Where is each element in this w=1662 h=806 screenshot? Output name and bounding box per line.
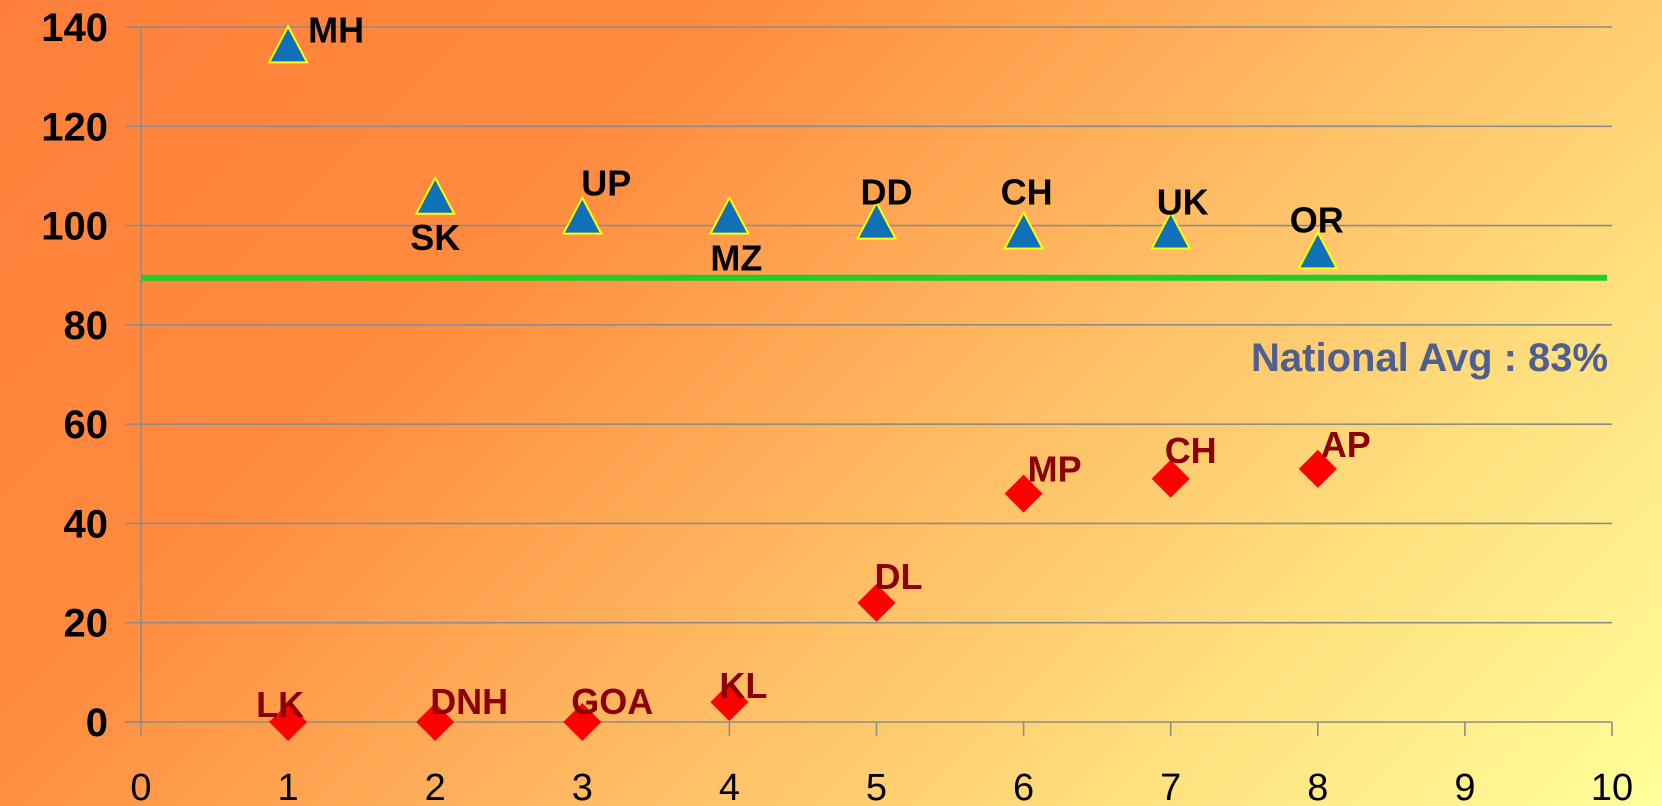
data-label-dnh-low: DNH [430, 681, 508, 722]
diamond-marker-dl [857, 583, 896, 622]
data-label-or-high: OR [1290, 199, 1344, 240]
triangle-marker-mz [708, 195, 751, 235]
y-tick-label-100: 100 [41, 205, 108, 249]
data-label-kl-low: KL [719, 665, 767, 706]
x-tick-label-6: 6 [1013, 767, 1034, 806]
diamond-marker-dnh [416, 703, 455, 741]
x-tick-label-4: 4 [719, 767, 740, 806]
data-label-dl-low: DL [875, 556, 923, 597]
y-tick-label-20: 20 [64, 602, 109, 646]
data-label-mh-high: MH [308, 9, 364, 50]
triangle-marker-sk [414, 175, 456, 215]
y-tick-label-40: 40 [64, 502, 109, 546]
data-points [267, 24, 1339, 741]
data-label-sk-high: SK [410, 217, 460, 258]
triangle-marker-up [561, 195, 603, 235]
x-tick-labels: 0 1 2 3 4 5 6 7 8 9 10 [130, 767, 1633, 806]
y-tick-label-60: 60 [64, 403, 109, 447]
y-tick-labels: 0 20 40 60 80 100 120 140 [41, 6, 108, 745]
x-tick-label-10: 10 [1591, 767, 1633, 806]
axes [125, 26, 1613, 736]
x-tick-label-9: 9 [1454, 767, 1475, 806]
diamond-marker-ch [1151, 459, 1190, 498]
x-tick-label-8: 8 [1307, 767, 1328, 806]
x-tick-label-5: 5 [866, 767, 887, 806]
data-label-mz-high: MZ [710, 238, 762, 279]
triangle-marker-dd [855, 200, 898, 240]
data-label-up-high: UP [581, 163, 631, 204]
data-label-dd-high: DD [861, 172, 913, 213]
diamond-marker-mp [1004, 474, 1043, 513]
gridlines [141, 26, 1612, 624]
data-label-ch-low: CH [1165, 430, 1217, 471]
diamond-marker-lk [269, 703, 308, 741]
national-average-label: National Avg : 83% [1251, 336, 1608, 380]
triangle-marker-ch [1002, 210, 1045, 250]
triangle-marker-uk [1150, 210, 1192, 250]
data-label-ap-low: AP [1321, 424, 1371, 465]
triangle-marker-or [1297, 230, 1339, 270]
x-tick-label-3: 3 [572, 767, 593, 806]
data-label-mp-low: MP [1028, 449, 1082, 490]
data-labels: MH SK UP MZ DD CH UK OR LK DNH GOA KL DL MP CH AP [256, 9, 1371, 725]
diamond-marker-ap [1298, 449, 1337, 488]
diamond-marker-goa [563, 703, 602, 741]
y-tick-label-120: 120 [41, 105, 108, 149]
x-tick-label-0: 0 [130, 767, 151, 806]
x-tick-label-2: 2 [425, 767, 446, 806]
y-tick-label-0: 0 [86, 701, 108, 745]
y-tick-label-80: 80 [64, 304, 109, 348]
data-label-goa-low: GOA [571, 681, 653, 722]
data-label-ch-high: CH [1001, 172, 1053, 213]
y-tick-label-140: 140 [41, 6, 108, 50]
data-label-uk-high: UK [1157, 182, 1209, 223]
x-tick-label-1: 1 [278, 767, 299, 806]
data-label-lk-low: LK [256, 684, 304, 725]
triangle-marker-mh [267, 24, 309, 64]
x-tick-label-7: 7 [1160, 767, 1181, 806]
diamond-marker-kl [710, 683, 749, 722]
